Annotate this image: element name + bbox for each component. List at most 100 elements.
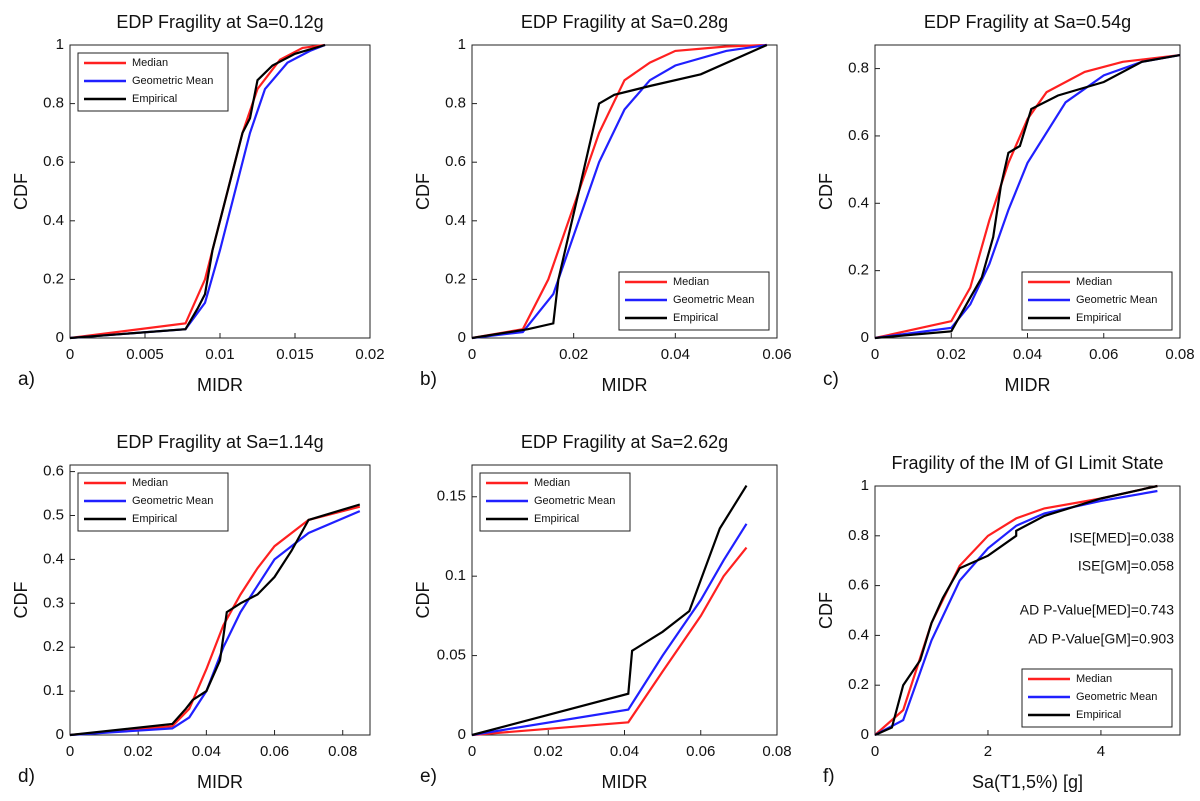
x-tick-label: 0.06 (260, 743, 289, 760)
x-tick-label: 0 (468, 743, 476, 760)
x-tick-label: 0.005 (126, 346, 164, 363)
legend-label: Empirical (534, 513, 579, 525)
y-tick-label: 0.8 (43, 95, 64, 112)
y-tick-label: 0.8 (445, 95, 466, 112)
y-tick-label: 0.5 (43, 506, 64, 523)
legend-label: Median (534, 477, 570, 489)
y-tick-label: 0.2 (848, 262, 869, 279)
panel-label: c) (823, 369, 839, 390)
legend: Median Geometric Mean Empirical (77, 472, 229, 532)
y-tick-label: 0.8 (848, 527, 869, 544)
x-tick-label: 4 (1097, 743, 1105, 760)
y-axis-label: CDF (11, 582, 31, 619)
data-line (69, 43, 326, 340)
legend-label: Geometric Mean (1076, 294, 1157, 306)
chart-title: EDP Fragility at Sa=0.12g (116, 12, 323, 32)
x-tick-label: 0.04 (610, 743, 639, 760)
legend-label: Empirical (1076, 312, 1121, 324)
legend-label: Empirical (132, 93, 177, 105)
annotation: ISE[GM]=0.058 (1078, 558, 1174, 574)
chart-title: EDP Fragility at Sa=1.14g (116, 432, 323, 452)
x-tick-label: 0.08 (328, 743, 357, 760)
x-tick-label: 0.02 (559, 346, 588, 363)
x-tick-label: 0.08 (762, 743, 791, 760)
data-line (874, 54, 1181, 340)
data-line (874, 484, 1158, 737)
x-axis-label: MIDR (1005, 375, 1051, 395)
annotation: AD P-Value[GM]=0.903 (1028, 631, 1174, 647)
y-axis-label: CDF (413, 173, 433, 210)
panel-label: e) (420, 766, 437, 787)
x-axis-label: MIDR (197, 375, 243, 395)
x-tick-label: 0.06 (1089, 346, 1118, 363)
data-line (471, 43, 767, 340)
legend: Median Geometric Mean Empirical (77, 52, 229, 112)
legend-label: Geometric Mean (132, 495, 213, 507)
x-tick-label: 0.02 (534, 743, 563, 760)
chart-title: EDP Fragility at Sa=2.62g (521, 432, 728, 452)
x-tick-label: 0 (66, 346, 74, 363)
y-tick-label: 0 (458, 329, 466, 346)
data-line (69, 43, 326, 340)
legend: Median Geometric Mean Empirical (479, 472, 631, 532)
y-tick-label: 0.2 (43, 638, 64, 655)
x-tick-label: 0 (871, 743, 879, 760)
y-tick-label: 0.6 (445, 153, 466, 170)
y-tick-label: 0.4 (848, 194, 869, 211)
x-tick-label: 0.08 (1165, 346, 1194, 363)
y-tick-label: 0.6 (43, 463, 64, 480)
y-axis-label: CDF (816, 592, 836, 629)
y-tick-label: 0.4 (445, 212, 466, 229)
x-tick-label: 0.01 (205, 346, 234, 363)
y-tick-label: 0.3 (43, 594, 64, 611)
x-tick-label: 0.06 (762, 346, 791, 363)
data-line (471, 485, 748, 737)
y-tick-label: 0.6 (848, 577, 869, 594)
y-tick-label: 0.8 (848, 60, 869, 77)
y-tick-label: 0 (861, 726, 869, 743)
panel-label: f) (823, 766, 835, 787)
legend-label: Median (132, 477, 168, 489)
y-tick-label: 0 (56, 329, 64, 346)
data-line (471, 43, 768, 340)
chart-title: EDP Fragility at Sa=0.28g (521, 12, 728, 32)
y-tick-label: 0.2 (43, 270, 64, 287)
legend-label: Median (1076, 276, 1112, 288)
y-tick-label: 0.4 (43, 212, 64, 229)
chart-title: EDP Fragility at Sa=0.54g (924, 12, 1131, 32)
x-tick-label: 0 (468, 346, 476, 363)
x-axis-label: MIDR (197, 772, 243, 792)
y-tick-label: 0.4 (43, 550, 64, 567)
x-tick-label: 0.02 (355, 346, 384, 363)
y-tick-label: 0 (861, 329, 869, 346)
panel-label: b) (420, 369, 437, 390)
panel: EDP Fragility at Sa=0.28g MIDR CDF b) 0 0.02 0… (413, 12, 792, 395)
x-tick-label: 2 (984, 743, 992, 760)
x-tick-label: 0 (871, 346, 879, 363)
y-tick-label: 0.2 (848, 676, 869, 693)
y-tick-label: 0.4 (848, 626, 869, 643)
legend-label: Empirical (132, 513, 177, 525)
panel: EDP Fragility at Sa=0.54g MIDR CDF c) 0 0.02 0… (816, 12, 1195, 395)
y-tick-label: 0.2 (445, 270, 466, 287)
x-tick-label: 0 (66, 743, 74, 760)
data-line (69, 510, 361, 737)
x-axis-label: MIDR (602, 772, 648, 792)
panel: EDP Fragility at Sa=0.12g MIDR CDF a) 0 0.005… (11, 12, 385, 395)
legend-label: Median (1076, 673, 1112, 685)
legend: Median Geometric Mean Empirical (618, 271, 770, 331)
y-tick-label: 0.6 (43, 153, 64, 170)
y-tick-label: 1 (458, 36, 466, 53)
chart-title: Fragility of the IM of GI Limit State (891, 453, 1163, 473)
data-line (471, 43, 767, 340)
data-line (471, 546, 748, 737)
data-line (69, 503, 361, 737)
y-axis-label: CDF (413, 582, 433, 619)
x-tick-label: 0.04 (192, 743, 221, 760)
y-tick-label: 0 (458, 726, 466, 743)
annotation: ISE[MED]=0.038 (1069, 530, 1174, 546)
x-tick-label: 0.04 (661, 346, 690, 363)
data-line (874, 484, 1158, 736)
legend-label: Geometric Mean (1076, 691, 1157, 703)
